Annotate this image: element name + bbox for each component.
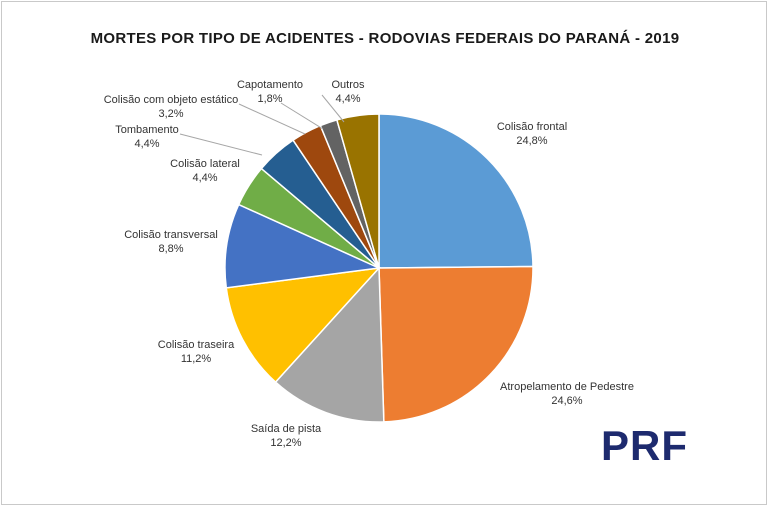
leader-lines bbox=[179, 94, 345, 156]
slice-value-label: 4,4% bbox=[335, 93, 360, 105]
pie-slice bbox=[225, 266, 381, 384]
chart-title: MORTES POR TIPO DE ACIDENTES - RODOVIAS … bbox=[90, 30, 680, 47]
leader-line bbox=[280, 102, 324, 130]
slice-category-label: Colisão com objeto estático bbox=[104, 94, 239, 106]
slice-category-label: Atropelamento de Pedestre bbox=[500, 381, 634, 393]
pie-slice bbox=[274, 266, 385, 423]
pie-slice bbox=[335, 113, 380, 269]
slice-value-label: 4,4% bbox=[134, 138, 159, 150]
slice-category-label: Colisão transversal bbox=[124, 229, 218, 241]
slice-category-label: Colisão traseira bbox=[158, 339, 235, 351]
leader-line bbox=[179, 133, 263, 156]
slice-value-label: 1,8% bbox=[257, 93, 282, 105]
slice-labels: Colisão frontal 24,8% Atropelamento de Ped… bbox=[104, 79, 634, 449]
slice-category-label: Colisão lateral bbox=[170, 158, 240, 170]
leader-line bbox=[238, 103, 306, 135]
slice-category-label: Saída de pista bbox=[251, 423, 322, 435]
slice-category-label: Outros bbox=[331, 79, 365, 91]
leader-line bbox=[321, 94, 345, 123]
slice-value-label: 24,6% bbox=[551, 395, 582, 407]
pie-slices bbox=[224, 113, 534, 423]
slice-category-label: Capotamento bbox=[237, 79, 303, 91]
slice-value-label: 24,8% bbox=[516, 135, 547, 147]
prf-logo: PRF bbox=[601, 422, 688, 469]
slice-category-label: Tombamento bbox=[115, 124, 179, 136]
slice-value-label: 12,2% bbox=[270, 437, 301, 449]
slice-value-label: 11,2% bbox=[181, 353, 212, 365]
pie-slice bbox=[378, 113, 534, 269]
slice-value-label: 3,2% bbox=[158, 108, 183, 120]
slice-category-label: Colisão frontal bbox=[497, 121, 567, 133]
pie-slice bbox=[378, 265, 534, 423]
slice-value-label: 8,8% bbox=[158, 243, 183, 255]
slice-value-label: 4,4% bbox=[192, 172, 217, 184]
pie-slice bbox=[224, 203, 382, 289]
